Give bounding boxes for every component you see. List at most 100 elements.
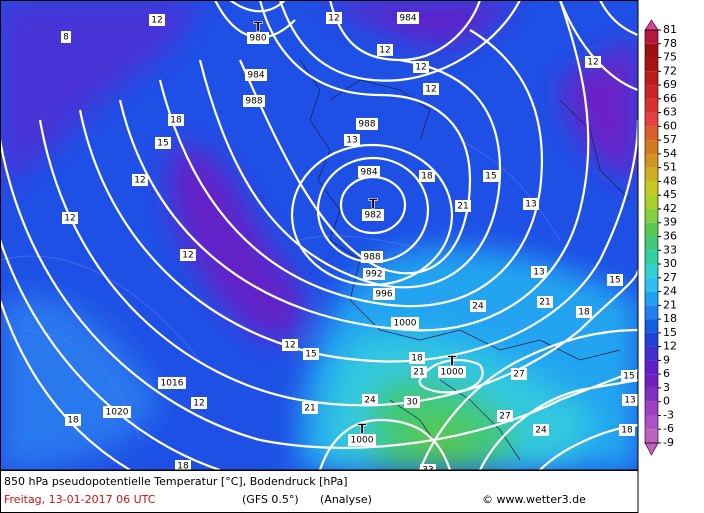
footer-model: (GFS 0.5°) [242,493,299,506]
label-box [245,69,267,81]
label-box [62,212,78,224]
temperature-label: 30 [406,398,418,408]
label-box [523,198,539,210]
colorbar-tick-label: -6 [663,422,674,435]
colorbar-tick-label: 39 [663,216,677,229]
temperature-label: 21 [457,202,468,212]
label-box [420,464,436,470]
colorbar-tick-label: -3 [663,408,674,421]
label-box [533,424,549,436]
colorbar-band [645,250,658,265]
temperature-label: 12 [328,14,339,24]
temperature-label: 18 [421,172,433,182]
label-box [377,44,393,56]
label-box [358,166,380,178]
temperature-label: 12 [587,58,598,68]
temperature-label: 8 [63,33,69,43]
low-symbol: T [358,423,367,438]
footer-title: 850 hPa pseudopotentielle Temperatur [°C… [4,475,348,488]
label-box [362,209,384,221]
colorbar-band [645,57,658,72]
temperature-label: 33 [422,466,433,476]
temperature-label: 12 [151,16,162,26]
temperature-label: 24 [535,426,547,436]
colorbar-tick-label: 15 [663,326,677,339]
label-box [607,274,623,286]
colorbar-band [645,415,658,430]
isobar-label: 988 [363,253,380,263]
temperature-label: 12 [425,85,436,95]
temperature-label: 21 [413,368,424,378]
temperature-label: 18 [67,416,79,426]
low-pressure: 1000 [351,436,374,446]
colorbar-arrow-bottom [644,442,659,456]
colorbar-band [645,208,658,223]
temperature-label: 21 [304,404,315,414]
temperature-label: 15 [305,350,316,360]
temperature-label: 12 [134,176,145,186]
temperature-label: 12 [193,399,204,409]
temperature-label: 15 [157,139,168,149]
temperature-label: 18 [411,354,423,364]
colorbar-band [645,222,658,237]
temperature-label: 15 [485,172,496,182]
temperature-label: 27 [499,412,510,422]
label-box [175,460,191,470]
colorbar-band [645,140,658,154]
colorbar-tick-label: 9 [663,353,670,366]
temperature-label: 12 [284,341,295,351]
colorbar-tick-label: 54 [663,147,677,160]
temperature-label: 18 [170,116,182,126]
colorbar-band [645,319,658,333]
label-box [103,406,131,418]
temperature-label: 24 [364,396,376,406]
label-box [411,366,427,378]
label-box [149,14,165,26]
temperature-label: 12 [379,46,390,56]
colorbar-tick-label: 75 [663,51,677,64]
label-box [191,397,207,409]
colorbar-tick-label: 6 [663,367,670,380]
label-box [363,268,385,280]
temperature-label: 24 [472,302,484,312]
colorbar-tick-label: 21 [663,298,677,311]
colorbar-band [645,71,658,86]
colorbar-band [645,85,658,99]
label-box [356,118,378,130]
temperature-label: 13 [624,396,635,406]
colorbar-tick-label: 3 [663,381,670,394]
label-box [61,31,71,43]
label-box [423,83,439,95]
low-symbol: T [448,355,457,370]
colorbar-arrow-top [644,19,659,31]
colorbar-band [645,346,658,361]
isobar-label: 992 [365,270,382,280]
temperature-label: 13 [346,136,357,146]
label-box [413,61,429,73]
label-box [303,348,319,360]
colorbar-band [645,112,658,127]
colorbar-tick-label: 42 [663,202,677,215]
colorbar-band [645,98,658,113]
label-box [243,95,265,107]
colorbar-band [645,153,658,168]
label-box [438,366,466,378]
temperature-label: 12 [64,214,75,224]
label-box [326,12,342,24]
map-labels: 984 984 988 988 984 988 992 996 1000 1016 1020 12 8 1… [61,12,638,476]
label-box [155,137,171,149]
label-box [348,434,376,446]
colorbar-tick-label: 81 [663,23,677,36]
low-pressure: 980 [249,34,266,44]
temperature-label: 12 [415,63,426,73]
label-box [361,251,383,263]
isobar-label: 1016 [161,379,184,389]
label-box [132,174,148,186]
temperature-label: 27 [513,370,524,380]
colorbar-tick-label: 12 [663,340,677,353]
low-pressure: 1000 [441,368,464,378]
label-box [576,306,592,318]
footer: 850 hPa pseudopotentielle Temperatur [°C… [0,470,639,513]
label-box [404,396,420,408]
